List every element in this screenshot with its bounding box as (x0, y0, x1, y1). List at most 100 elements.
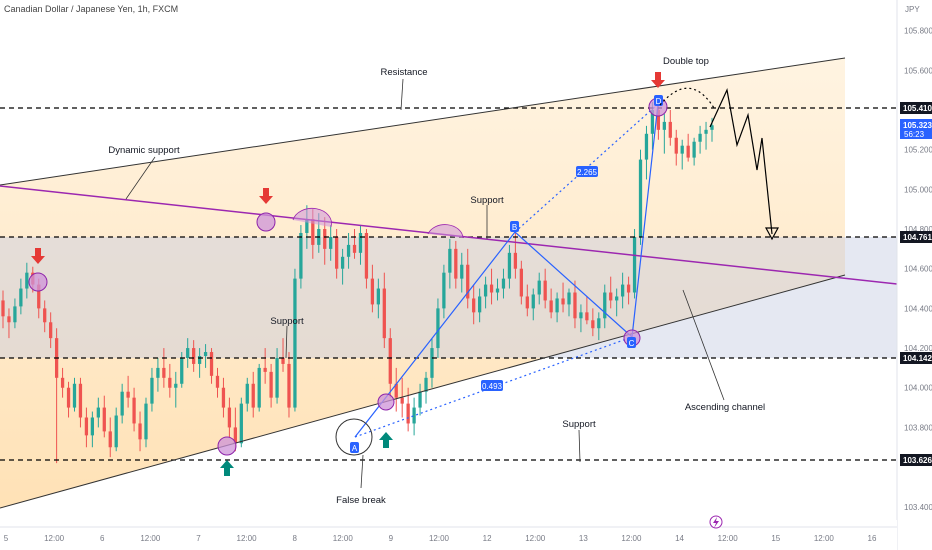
candle-body (7, 316, 11, 323)
candle-body (686, 145, 690, 158)
candle-body (209, 352, 214, 376)
candle-body (114, 415, 118, 448)
price-tick-label: 104.000 (904, 384, 932, 393)
channel-lower-line (0, 274, 846, 509)
candle-body (692, 141, 696, 158)
projected-path (709, 88, 773, 235)
green-arrows (220, 432, 393, 476)
candle-body (263, 367, 267, 372)
candle-body (513, 252, 518, 269)
candle-body (620, 284, 625, 297)
ascending-channel-fill (0, 58, 845, 508)
candle-body (668, 121, 672, 138)
candle-body (609, 292, 613, 301)
candle-body (186, 348, 190, 358)
candle-body (227, 407, 232, 428)
candle-body (346, 244, 351, 257)
time-tick-label: 12:00 (429, 534, 450, 543)
candle-body (13, 306, 17, 323)
candle-body (305, 219, 309, 233)
pattern-dotted-ac (354, 336, 633, 438)
time-tick-label: 16 (868, 534, 877, 543)
candle-body (561, 298, 565, 305)
candle-body (603, 292, 607, 319)
candle-body (72, 383, 77, 408)
price-tick-label: 104.400 (904, 304, 932, 313)
time-tick-label: 13 (579, 534, 588, 543)
candle-body (102, 407, 106, 432)
candle-body (662, 121, 666, 130)
candle-body (162, 367, 166, 378)
candle-body (537, 280, 541, 295)
label-support-bottom: Support (562, 419, 596, 430)
touch-circle-1 (28, 272, 48, 292)
svg-text:105.410: 105.410 (903, 104, 932, 113)
time-tick-label: 12 (483, 534, 492, 543)
price-tick-label: 104.600 (904, 265, 932, 274)
candle-body (323, 229, 327, 249)
touch-circle-2 (256, 212, 276, 232)
candle-body (335, 236, 339, 269)
candle-body (489, 284, 494, 293)
candle-body (466, 264, 470, 299)
down-arrow-3 (651, 72, 665, 88)
price-tick-labels: 105.800 105.600 105.200 105.000 104.800 104.6… (904, 27, 932, 512)
pattern-path (354, 103, 659, 438)
candle-body (364, 232, 369, 279)
candle-body (448, 248, 452, 273)
candle-body (430, 348, 434, 378)
price-tick-label: 104.200 (904, 344, 932, 353)
lightning-icon[interactable] (709, 515, 723, 529)
up-arrow-2 (379, 432, 393, 448)
candle-body (400, 397, 404, 404)
price-tick-label: 105.000 (904, 185, 932, 194)
candle-body (251, 383, 255, 408)
ratio-badge-upper: 2.265 (576, 166, 598, 177)
up-arrow-1 (220, 460, 234, 476)
candle-body (1, 300, 5, 317)
candle-body (120, 391, 124, 416)
price-tick-label: 103.400 (904, 503, 932, 512)
candle-body (192, 348, 196, 364)
time-tick-label: 12:00 (814, 534, 835, 543)
candle-body (638, 159, 643, 237)
label-dynamic-support: Dynamic support (108, 145, 180, 156)
candle-body (25, 272, 29, 289)
chart-title: Canadian Dollar / Japanese Yen, 1h, FXCM (4, 4, 178, 14)
candle-body (382, 288, 386, 339)
down-arrow-1 (31, 248, 45, 264)
time-tick-label: 5 (4, 534, 9, 543)
candle-body (108, 431, 112, 448)
svg-text:A: A (352, 444, 358, 453)
candle-body (674, 137, 678, 154)
price-tick-label: 105.600 (904, 66, 932, 75)
time-tick-label: 9 (389, 534, 394, 543)
pointer-resistance (400, 78, 404, 111)
price-tag-103626: 103.626 (900, 454, 932, 466)
svg-text:103.626: 103.626 (903, 456, 932, 465)
candle-body (644, 133, 649, 160)
time-axis-background (0, 520, 897, 550)
candle-body (358, 232, 363, 253)
candle-body (460, 264, 464, 279)
candle-body (221, 387, 226, 408)
pattern-point-a: A (350, 442, 359, 453)
candle-body (96, 407, 100, 418)
svg-text:105.323: 105.323 (903, 121, 932, 130)
candle-body (555, 298, 559, 313)
price-tag-105410: 105.410 (900, 102, 932, 114)
candle-body (49, 322, 53, 339)
candle-body (126, 391, 130, 398)
candle-body (442, 272, 446, 309)
time-tick-label: 12:00 (44, 534, 65, 543)
candle-body (293, 278, 297, 408)
candle-body (150, 377, 154, 404)
svg-text:2.265: 2.265 (577, 168, 598, 177)
candle-body (233, 427, 237, 444)
projection-arrowhead (764, 227, 780, 241)
candle-body (710, 125, 714, 130)
candle-body (597, 318, 601, 329)
time-tick-label: 12:00 (237, 534, 258, 543)
candle-body (66, 387, 71, 408)
candle-body (549, 300, 553, 313)
